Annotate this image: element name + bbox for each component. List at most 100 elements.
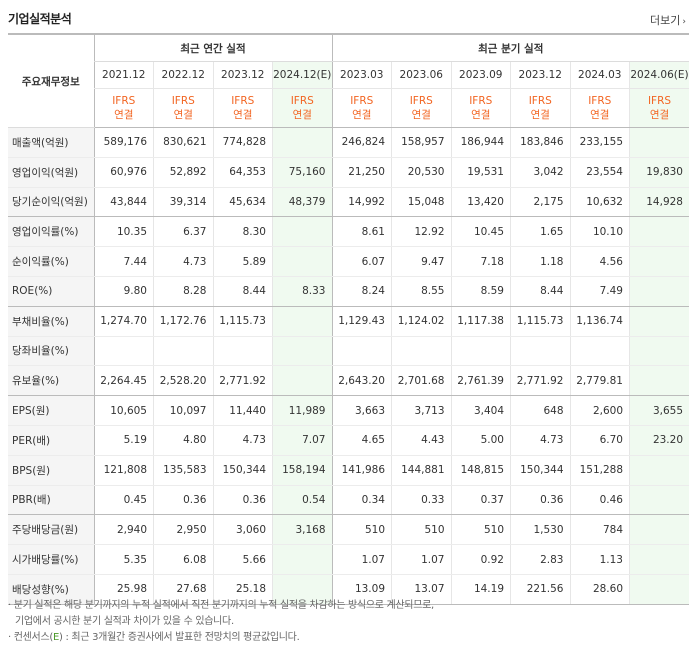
period-header: 2024.12(E) (272, 61, 332, 89)
period-header: 2023.12 (212, 61, 273, 89)
value-cell: 8.44 (510, 276, 570, 307)
value-cell: 774,828 (212, 127, 273, 158)
value-cell: 13.09 (331, 574, 392, 605)
ifrs-header: IFRS 연결 (212, 88, 273, 128)
period-header-row: 2021.12 2022.12 2023.12 2024.12(E) 2023.03 20… (8, 61, 689, 89)
more-link[interactable]: 더보기 › (650, 12, 686, 28)
value-cell: 43,844 (93, 187, 154, 218)
value-cell: 3,168 (272, 514, 332, 546)
value-cell: 183,846 (510, 127, 570, 158)
ifrs-label: IFRS (290, 95, 314, 107)
value-cell (272, 574, 332, 605)
consolidated-label: 연결 (233, 109, 253, 121)
value-cell: 4.65 (331, 425, 392, 456)
value-cell (272, 365, 332, 397)
value-cell (272, 216, 332, 248)
value-cell: 144,881 (391, 455, 451, 486)
table-row: EPS(원) 10,605 10,097 11,440 11,989 3,663 3,713… (8, 395, 689, 426)
value-cell: 5.89 (212, 246, 273, 277)
value-cell: 23,554 (569, 157, 630, 188)
value-cell: 28.60 (569, 574, 630, 605)
period-header: 2024.03 (569, 61, 630, 89)
ifrs-header: IFRS 연결 (331, 88, 392, 128)
value-cell (629, 485, 689, 516)
value-cell: 510 (391, 514, 451, 546)
value-cell: 6.07 (331, 246, 392, 277)
value-cell (272, 544, 332, 575)
value-cell: 186,944 (450, 127, 511, 158)
value-cell: 233,155 (569, 127, 630, 158)
value-cell: 1,530 (510, 514, 570, 546)
ifrs-header-row: IFRS 연결 IFRS 연결 IFRS 연결 IFRS 연결 IFRS 연결 IFRS 연결 IFRS… (8, 88, 689, 128)
value-cell: 4.43 (391, 425, 451, 456)
ifrs-header: IFRS 연결 (629, 88, 689, 128)
table-row: 부채비율(%) 1,274.70 1,172.76 1,115.73 1,129.43 1… (8, 306, 689, 337)
value-cell (272, 127, 332, 158)
value-cell: 158,957 (391, 127, 451, 158)
value-cell: 7.49 (569, 276, 630, 307)
value-cell: 0.33 (391, 485, 451, 516)
value-cell: 5.00 (450, 425, 511, 456)
table-row: 순이익률(%) 7.44 4.73 5.89 6.07 9.47 7.18 1.18 4.56 (8, 246, 689, 277)
period-header: 2023.03 (331, 61, 392, 89)
consolidated-label: 연결 (114, 109, 134, 121)
value-cell: 0.92 (450, 544, 511, 575)
value-cell: 510 (450, 514, 511, 546)
consolidated-label: 연결 (292, 109, 312, 121)
value-cell: 1,115.73 (510, 306, 570, 337)
chevron-right-icon: › (682, 17, 686, 27)
value-cell: 4.56 (569, 246, 630, 277)
value-cell (212, 336, 273, 367)
table-row: 유보율(%) 2,264.45 2,528.20 2,771.92 2,643.20 2,… (8, 365, 689, 397)
footnote-1: · 분기 실적은 해당 분기까지의 누적 실적에서 직전 분기까지의 누적 실적… (8, 600, 434, 611)
row-label: 유보율(%) (8, 365, 94, 397)
value-cell: 221.56 (510, 574, 570, 605)
ifrs-label: IFRS (409, 95, 433, 107)
value-cell (629, 216, 689, 248)
value-cell: 14,992 (331, 187, 392, 218)
value-cell: 13,420 (450, 187, 511, 218)
value-cell: 2,701.68 (391, 365, 451, 397)
footnotes: · 분기 실적은 해당 분기까지의 누적 실적에서 직전 분기까지의 누적 실적… (8, 598, 434, 646)
value-cell: 13.07 (391, 574, 451, 605)
value-cell: 0.36 (153, 485, 213, 516)
value-cell: 1.07 (331, 544, 392, 575)
ifrs-label: IFRS (112, 95, 136, 107)
value-cell: 1,129.43 (331, 306, 392, 337)
value-cell: 8.24 (331, 276, 392, 307)
value-cell: 2,771.92 (212, 365, 273, 397)
value-cell (272, 306, 332, 337)
ifrs-label: IFRS (469, 95, 493, 107)
value-cell: 2,528.20 (153, 365, 213, 397)
footnote-2-suffix: ) : 최근 3개월간 증권사에서 발표한 전망치의 평균값입니다. (59, 632, 300, 643)
footnote-2: · 컨센서스(E) : 최근 3개월간 증권사에서 발표한 전망치의 평균값입니… (8, 630, 434, 646)
value-cell: 3,663 (331, 395, 392, 426)
ifrs-header: IFRS 연결 (391, 88, 451, 128)
corner-header: 주요재무정보 (8, 33, 94, 128)
value-cell: 135,583 (153, 455, 213, 486)
value-cell: 15,048 (391, 187, 451, 218)
value-cell: 0.34 (331, 485, 392, 516)
value-cell: 60,976 (93, 157, 154, 188)
footnote-2-e: E (52, 632, 59, 643)
row-label: EPS(원) (8, 395, 94, 426)
value-cell (629, 544, 689, 575)
table-row: 당기순이익(억원) 43,844 39,314 45,634 48,379 14,992 1… (8, 187, 689, 218)
value-cell: 6.70 (569, 425, 630, 456)
section-header: 기업실적분석 더보기 › (0, 0, 694, 30)
row-label: 영업이익(억원) (8, 157, 94, 188)
table-body: 매출액(억원) 589,176 830,621 774,828 246,824 158,9… (8, 127, 689, 605)
financial-table: 주요재무정보 최근 연간 실적 최근 분기 실적 2021.12 2022.12 2… (8, 33, 689, 605)
value-cell: 121,808 (93, 455, 154, 486)
ifrs-header: IFRS 연결 (450, 88, 511, 128)
row-label: PER(배) (8, 425, 94, 456)
period-header: 2021.12 (93, 61, 154, 89)
row-label: 시가배당률(%) (8, 544, 94, 575)
value-cell: 1,117.38 (450, 306, 511, 337)
value-cell (331, 336, 392, 367)
value-cell (569, 336, 630, 367)
more-label: 더보기 (650, 14, 681, 27)
value-cell (629, 306, 689, 337)
value-cell: 10.10 (569, 216, 630, 248)
value-cell: 52,892 (153, 157, 213, 188)
